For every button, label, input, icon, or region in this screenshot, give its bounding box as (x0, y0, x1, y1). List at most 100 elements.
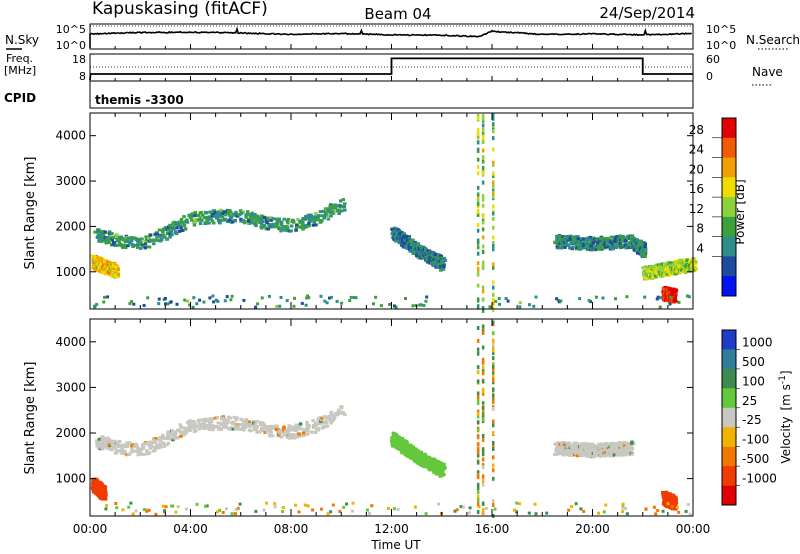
heatmap-cell-0 (218, 221, 222, 225)
heatmap-cell-0 (253, 220, 257, 224)
nave-tick-bottom: 0 (706, 70, 713, 83)
heatmap-cell-2 (438, 263, 443, 267)
heatmap-cell-5 (672, 299, 676, 303)
streak-cell (492, 113, 495, 118)
heatmap-cell-0 (283, 228, 287, 232)
scatter-cell (425, 295, 429, 299)
heatmap-cell-0 (168, 223, 172, 227)
streak-cell (492, 204, 495, 209)
heatmap-cell-0 (154, 445, 159, 449)
heatmap-cell-2 (409, 450, 413, 454)
heatmap-cell-0 (261, 427, 266, 431)
heatmap-cell-0 (190, 214, 195, 218)
heatmap-cell-3 (571, 245, 575, 249)
heatmap-cell-3 (587, 248, 591, 252)
heatmap-cell-0 (236, 427, 240, 431)
heatmap-cell-2 (425, 256, 429, 260)
scatter-cell (669, 295, 673, 299)
heatmap-cell-0 (101, 435, 105, 439)
heatmap-cell-0 (129, 236, 134, 239)
heatmap-cell-0 (179, 434, 183, 438)
heatmap-cell-0 (194, 218, 198, 222)
heatmap-cell-3 (592, 248, 596, 252)
heatmap-cell-0 (288, 220, 293, 224)
heatmap-cell-3 (601, 245, 605, 249)
heatmap-cell-0 (286, 429, 291, 433)
heatmap-cell-4 (661, 265, 665, 269)
heatmap-cell-0 (233, 219, 237, 223)
heatmap-cell-1 (100, 494, 105, 498)
heatmap-cell-0 (128, 442, 132, 446)
heatmap-cell-0 (312, 220, 316, 224)
scatter-cell (323, 299, 327, 303)
heatmap-cell-0 (244, 418, 249, 422)
heatmap-cell-0 (334, 412, 338, 415)
scatter-cell (411, 304, 415, 308)
heatmap-cell-2 (422, 254, 427, 258)
heatmap-cell-0 (317, 214, 321, 218)
heatmap-cell-0 (248, 219, 252, 223)
heatmap-cell-4 (644, 267, 648, 271)
heatmap-cell-0 (108, 236, 112, 240)
streak-cell (492, 211, 495, 216)
scatter-cell (422, 304, 426, 307)
heatmap-cell-0 (224, 422, 228, 426)
heatmap-cell-0 (107, 447, 112, 451)
heatmap-cell-0 (114, 233, 119, 237)
heatmap-cell-0 (308, 219, 313, 223)
heatmap-cell-0 (218, 218, 222, 222)
heatmap-cell-0 (301, 431, 306, 435)
heatmap-cell-2 (440, 261, 444, 265)
heatmap-cell-0 (295, 223, 299, 227)
heatmap-cell-0 (261, 421, 265, 425)
streak-cell (492, 171, 495, 176)
heatmap-cell-0 (231, 422, 235, 426)
heatmap-cell-0 (196, 218, 201, 222)
scatter-cell (687, 295, 691, 299)
heatmap-cell-0 (292, 436, 297, 440)
heatmap-cell-0 (260, 220, 265, 223)
heatmap-cell-0 (295, 426, 299, 430)
heatmap-cell-0 (215, 425, 219, 428)
heatmap-cell-0 (190, 425, 195, 429)
heatmap-cell-3 (623, 238, 628, 242)
heatmap-cell-0 (336, 411, 340, 415)
streak-cell (481, 123, 485, 128)
heatmap-cell-0 (221, 422, 225, 425)
heatmap-cell-4 (658, 264, 662, 268)
heatmap-cell-0 (145, 452, 149, 456)
heatmap-cell-4 (677, 265, 682, 269)
streak-cell (476, 171, 480, 176)
scatter-cell (394, 305, 398, 309)
heatmap-cell-0 (255, 430, 259, 434)
heatmap-cell-3 (593, 239, 598, 243)
heatmap-cell-1 (102, 488, 106, 492)
heatmap-cell-4 (668, 264, 673, 268)
heatmap-cell-0 (266, 428, 270, 431)
heatmap-cell-0 (193, 422, 197, 426)
heatmap-cell-0 (282, 425, 286, 429)
heatmap-cell-0 (157, 228, 162, 232)
heatmap-cell-0 (244, 213, 248, 217)
heatmap-cell-2 (402, 441, 406, 445)
heatmap-cell-3 (564, 240, 568, 244)
heatmap-cell-0 (171, 438, 175, 442)
streak-cell (476, 202, 480, 207)
streak-cell (481, 114, 485, 119)
scatter-cell (668, 302, 672, 306)
heatmap-cell-0 (209, 420, 214, 424)
heatmap-cell-0 (188, 213, 192, 217)
heatmap-cell-0 (197, 427, 202, 431)
heatmap-cell-2 (402, 242, 407, 245)
heatmap-cell-0 (134, 443, 138, 447)
streak-cell (481, 306, 485, 310)
heatmap-cell-0 (339, 209, 344, 213)
heatmap-cell-0 (180, 431, 185, 435)
heatmap-cell-0 (162, 444, 167, 448)
heatmap-cell-2 (400, 447, 405, 450)
scatter-cell (349, 295, 353, 299)
heatmap-cell-0 (205, 419, 209, 423)
heatmap-cell-0 (201, 216, 205, 220)
heatmap-cell-0 (269, 223, 273, 227)
